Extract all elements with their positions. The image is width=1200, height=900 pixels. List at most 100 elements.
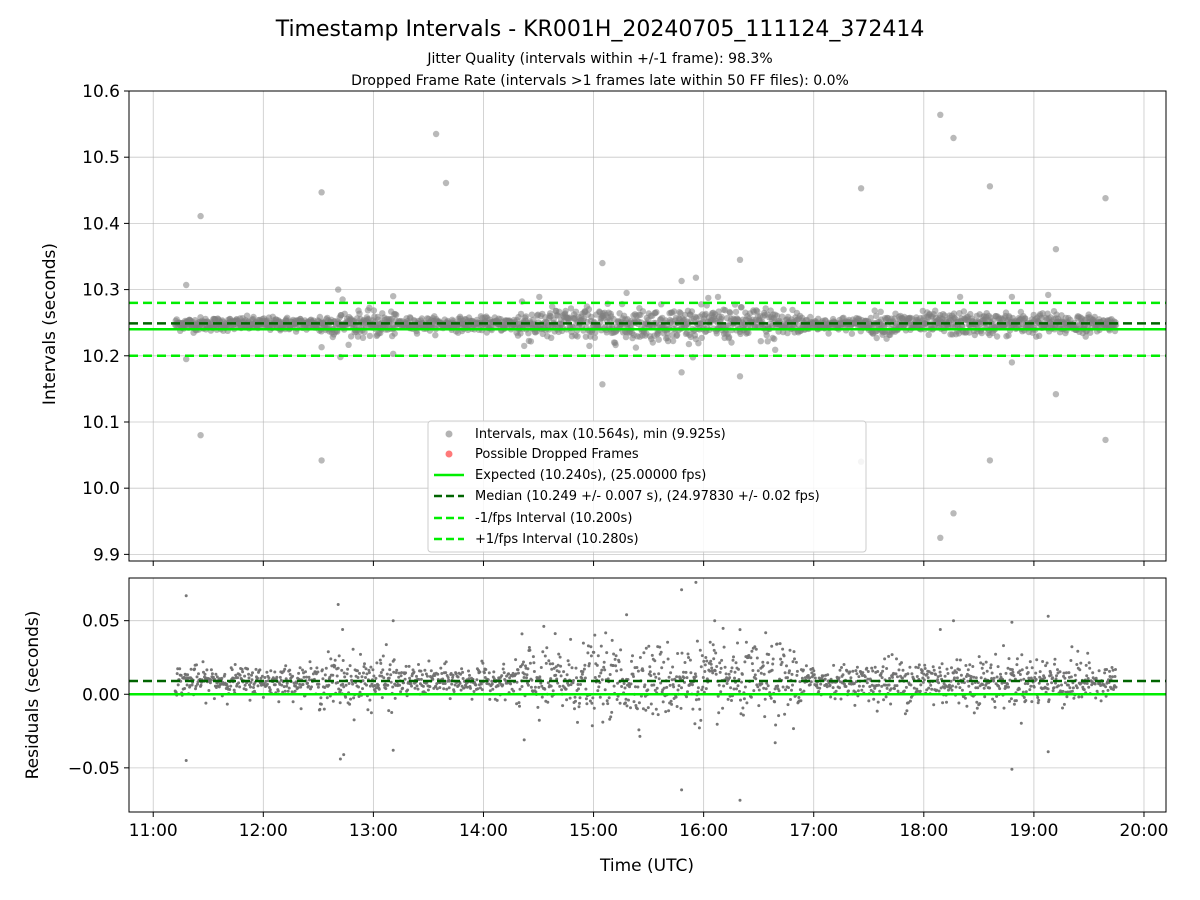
residuals-point [619,648,623,652]
residuals-point [757,704,761,708]
intervals-y-tick-label: 9.9 [93,545,120,565]
residuals-point [688,682,692,686]
residuals-point [812,673,816,677]
residuals-point [765,681,769,685]
residuals-point [1057,684,1060,688]
residuals-point [876,700,880,704]
residuals-point [522,676,526,679]
residuals-point [335,674,339,678]
intervals-point [757,338,764,345]
residuals-point [1066,690,1070,694]
residuals-point [671,683,675,687]
residuals-point [687,656,690,659]
residuals-point [977,655,981,659]
intervals-point [784,329,791,337]
residuals-point [460,667,464,671]
residuals-point [596,689,600,693]
residuals-point [543,654,547,658]
residuals-point [936,678,940,682]
residuals-point [1052,686,1056,690]
residuals-point [367,668,371,672]
residuals-point [337,654,341,658]
residuals-point [197,672,200,676]
residuals-point [394,671,398,675]
residuals-point [1103,671,1107,675]
residuals-point [475,678,479,682]
residuals-point [190,683,194,687]
residuals-point [618,701,622,705]
residuals-point [178,667,182,671]
residuals-point [715,722,719,726]
residuals-point [739,712,743,716]
residuals-point [908,699,912,703]
residuals-point [541,650,545,654]
residuals-point [1049,673,1053,677]
residuals-point [966,668,970,672]
residuals-point [543,687,547,691]
residuals-point [327,683,331,687]
residuals-point [881,665,885,669]
residuals-point [362,665,366,669]
residuals-point [1015,663,1019,667]
residuals-point [286,689,290,693]
residuals-point [1075,663,1079,666]
intervals-point [649,339,656,346]
residuals-point [447,686,451,690]
residuals-point [370,682,374,686]
residuals-point [968,663,972,667]
residuals-point [923,667,927,670]
intervals-point [698,334,705,342]
residuals-point [175,672,179,676]
intervals-point [250,313,257,321]
residuals-point [416,687,420,691]
intervals-point [664,337,672,345]
intervals-point [243,312,251,319]
residuals-point [982,686,986,690]
residuals-point [528,648,532,652]
residuals-point [456,675,460,679]
residuals-point [1085,682,1089,685]
intervals-outlier-point [1052,246,1060,253]
residuals-point [683,661,687,664]
residuals-point [502,671,506,675]
intervals-outlier-point [678,277,685,285]
residuals-point [857,675,861,679]
residuals-point [734,661,738,665]
residuals-y-tick-label: 0.05 [82,612,120,632]
residuals-point [767,653,771,656]
residuals-point [357,685,360,689]
residuals-point [725,682,729,685]
residuals-point [351,647,355,651]
residuals-point [809,680,813,684]
residuals-point [936,675,940,679]
residuals-point [276,689,280,693]
residuals-point [739,698,742,702]
intervals-outlier-point [714,293,722,301]
intervals-outlier-point [318,344,325,351]
residuals-point [210,672,214,676]
residuals-point [448,679,452,683]
residuals-point [586,644,590,648]
residuals-point [721,706,725,710]
residuals-point [230,668,234,672]
intervals-point [517,310,525,318]
residuals-point [311,672,315,676]
residuals-point [990,671,994,675]
intervals-point [705,294,712,302]
residuals-point [741,713,745,717]
residuals-point [212,697,216,701]
residuals-point [1087,685,1091,689]
residuals-point [885,667,889,670]
residuals-point [743,685,747,689]
residuals-point [586,651,590,655]
residuals-point [938,666,942,670]
residuals-point [631,672,635,676]
residuals-point [1002,706,1006,710]
residuals-point [686,690,689,694]
residuals-point [574,666,578,670]
residuals-point [467,669,470,673]
residuals-point [348,702,352,706]
legend-marker-intervals [445,430,453,438]
intervals-point [1082,333,1089,340]
residuals-point [356,676,360,679]
